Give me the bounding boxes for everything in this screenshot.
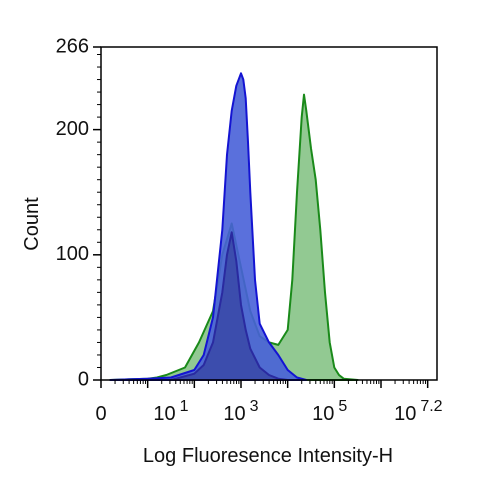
x-tick-base: 0 [95, 403, 106, 425]
y-axis-title: Count [21, 197, 43, 251]
x-axis-title: Log Fluoresence Intensity-H [143, 445, 393, 467]
x-tick-label: 10 7.2 [394, 398, 443, 425]
x-tick-exponent: 3 [250, 398, 259, 415]
plot-area [109, 72, 359, 381]
plot-frame [100, 46, 438, 381]
y-tick-label: 266 [56, 35, 89, 57]
y-tick-label: 100 [56, 243, 89, 265]
series-2-area [109, 72, 308, 381]
x-tick-exponent: 5 [338, 398, 347, 415]
x-tick-base: 10 [153, 403, 175, 425]
x-tick-exponent: 1 [180, 398, 189, 415]
x-tick-base: 10 [223, 403, 245, 425]
series-3-area [170, 231, 289, 381]
x-tick-label: 10 3 [223, 398, 258, 425]
x-tick-exponent: 7.2 [420, 398, 442, 415]
x-tick-label: 10 1 [153, 398, 188, 425]
x-tick-base: 10 [312, 403, 334, 425]
x-tick-label: 0 [95, 403, 106, 425]
x-tick-label: 10 5 [312, 398, 347, 425]
y-tick-label: 200 [56, 118, 89, 140]
x-tick-base: 10 [394, 403, 416, 425]
y-tick-label: 0 [78, 368, 89, 390]
